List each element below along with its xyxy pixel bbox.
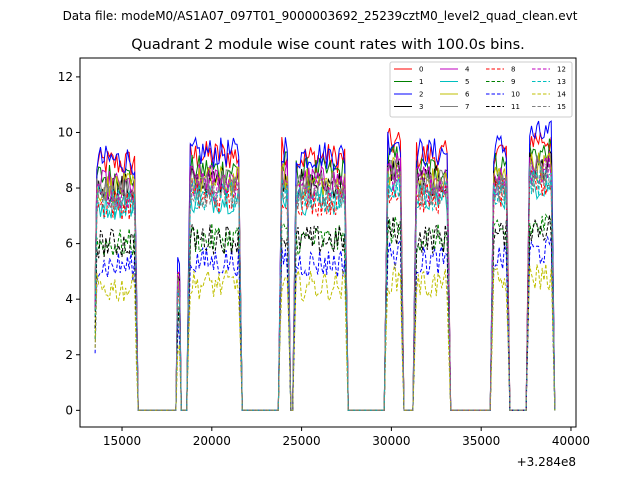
legend-label: 11 (511, 103, 520, 111)
series-line-15 (94, 162, 556, 411)
legend-label: 3 (419, 103, 423, 111)
y-tick-label: 4 (65, 292, 73, 306)
legend-label: 8 (511, 66, 515, 74)
legend-label: 15 (557, 103, 566, 111)
y-tick-label: 0 (65, 403, 73, 417)
series-line-10 (94, 235, 556, 411)
x-tick-label: 15000 (103, 434, 141, 448)
y-tick-label: 8 (65, 181, 73, 195)
legend-label: 4 (465, 66, 470, 74)
y-tick-label: 10 (58, 125, 73, 139)
series-lines (94, 120, 556, 411)
y-tick-label: 12 (58, 70, 73, 84)
legend-label: 14 (557, 91, 566, 99)
x-axis: 15000 20000 25000 30000 35000 40000 (103, 427, 590, 448)
x-offset-text: +3.284e8 (517, 455, 576, 469)
series-line-11 (94, 214, 556, 411)
x-tick-label: 40000 (552, 434, 590, 448)
legend-label: 10 (511, 91, 520, 99)
legend-label: 13 (557, 78, 566, 86)
data-file-label: Data file: modeM0/AS1A07_097T01_90000036… (63, 9, 578, 23)
x-tick-label: 30000 (372, 434, 410, 448)
plot-frame (79, 57, 577, 428)
series-line-6 (94, 151, 556, 411)
chart-title: Quadrant 2 module wise count rates with … (131, 37, 525, 53)
legend-box (389, 61, 573, 118)
legend-label: 9 (511, 78, 515, 86)
legend-label: 1 (419, 78, 423, 86)
y-tick-label: 6 (65, 237, 73, 251)
legend-label: 7 (465, 103, 469, 111)
legend-label: 0 (419, 66, 423, 74)
legend-label: 2 (419, 91, 423, 99)
series-line-0 (94, 127, 556, 411)
series-line-7 (94, 155, 556, 411)
legend-label: 6 (465, 91, 470, 99)
series-line-5 (94, 171, 556, 411)
y-tick-label: 2 (65, 348, 73, 362)
x-tick-label: 25000 (283, 434, 321, 448)
y-axis: 0 2 4 6 8 10 12 (58, 70, 80, 417)
series-line-14 (94, 263, 556, 411)
legend-label: 5 (465, 78, 469, 86)
series-line-9 (94, 213, 556, 411)
x-tick-label: 20000 (193, 434, 231, 448)
series-line-12 (94, 156, 556, 411)
x-tick-label: 35000 (462, 434, 500, 448)
legend-label: 12 (557, 66, 566, 74)
